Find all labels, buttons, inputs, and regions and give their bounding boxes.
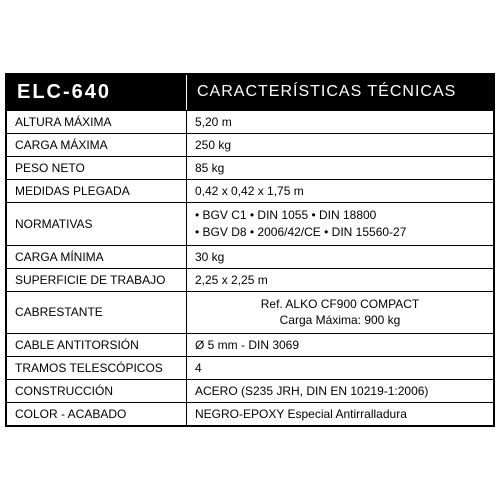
spec-label: ALTURA MÁXIMA (7, 111, 187, 133)
spec-label: CARGA MÍNIMA (7, 246, 187, 268)
spec-value-line: • BGV C1 • DIN 1055 • DIN 18800 (195, 207, 376, 224)
spec-value: 5,20 m (187, 111, 493, 133)
spec-label: PESO NETO (7, 157, 187, 179)
spec-value: 0,42 x 0,42 x 1,75 m (187, 180, 493, 202)
spec-value-line: Carga Máxima: 900 kg (280, 312, 401, 329)
table-row: CABRESTANTE Ref. ALKO CF900 COMPACT Carg… (7, 291, 493, 334)
table-title: CARACTERÍSTICAS TÉCNICAS (187, 75, 493, 110)
spec-value: 30 kg (187, 246, 493, 268)
table-row: NORMATIVAS • BGV C1 • DIN 1055 • DIN 188… (7, 202, 493, 245)
spec-value: 250 kg (187, 134, 493, 156)
spec-value: 2,25 x 2,25 m (187, 269, 493, 291)
spec-label: CABLE ANTITORSIÓN (7, 334, 187, 356)
table-header: ELC-640 CARACTERÍSTICAS TÉCNICAS (7, 75, 493, 110)
spec-value: 4 (187, 357, 493, 379)
spec-value: Ref. ALKO CF900 COMPACT Carga Máxima: 90… (187, 292, 493, 334)
spec-value-line: Ref. ALKO CF900 COMPACT (261, 296, 420, 313)
spec-value: • BGV C1 • DIN 1055 • DIN 18800 • BGV D8… (187, 203, 493, 245)
spec-label: CONSTRUCCIÓN (7, 380, 187, 402)
spec-table: ELC-640 CARACTERÍSTICAS TÉCNICAS ALTURA … (5, 73, 495, 427)
spec-value: ACERO (S235 JRH, DIN EN 10219-1:2006) (187, 380, 493, 402)
spec-label: NORMATIVAS (7, 203, 187, 245)
table-row: CARGA MÍNIMA 30 kg (7, 245, 493, 268)
spec-value-line: • BGV D8 • 2006/42/CE • DIN 15560-27 (195, 224, 406, 241)
spec-label: SUPERFICIE DE TRABAJO (7, 269, 187, 291)
spec-value: NEGRO-EPOXY Especial Antirralladura (187, 403, 493, 425)
table-row: COLOR - ACABADO NEGRO-EPOXY Especial Ant… (7, 402, 493, 425)
table-row: ALTURA MÁXIMA 5,20 m (7, 110, 493, 133)
table-row: SUPERFICIE DE TRABAJO 2,25 x 2,25 m (7, 268, 493, 291)
spec-label: MEDIDAS PLEGADA (7, 180, 187, 202)
spec-value: Ø 5 mm - DIN 3069 (187, 334, 493, 356)
spec-label: TRAMOS TELESCÓPICOS (7, 357, 187, 379)
spec-value: 85 kg (187, 157, 493, 179)
spec-label: CARGA MÁXIMA (7, 134, 187, 156)
table-row: CARGA MÁXIMA 250 kg (7, 133, 493, 156)
table-row: PESO NETO 85 kg (7, 156, 493, 179)
table-row: CABLE ANTITORSIÓN Ø 5 mm - DIN 3069 (7, 333, 493, 356)
model-code: ELC-640 (7, 75, 187, 110)
spec-label: COLOR - ACABADO (7, 403, 187, 425)
spec-label: CABRESTANTE (7, 292, 187, 334)
table-row: TRAMOS TELESCÓPICOS 4 (7, 356, 493, 379)
table-row: MEDIDAS PLEGADA 0,42 x 0,42 x 1,75 m (7, 179, 493, 202)
table-row: CONSTRUCCIÓN ACERO (S235 JRH, DIN EN 102… (7, 379, 493, 402)
